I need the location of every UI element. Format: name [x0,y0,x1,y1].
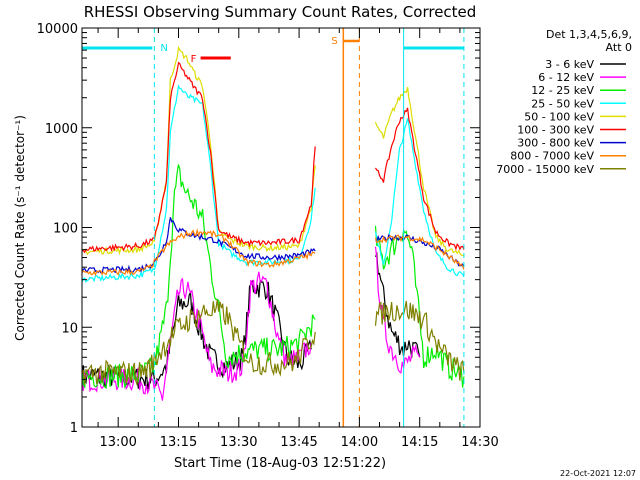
y-axis: 1 10 100 1000 10000 [37,22,480,436]
series-line-5-seg-1 [374,107,465,251]
legend-title-line-1: Det 1,3,4,5,6,9, [546,28,632,41]
legend-entry-5: 100 - 300 keV [517,124,594,137]
series-line-7-seg-0 [82,227,316,277]
x-axis: 13:00 13:15 13:30 13:45 14:00 14:15 14:30 [97,28,499,450]
annotation-label-f: F [191,54,197,65]
chart-title: RHESSI Observing Summary Count Rates, Co… [84,3,477,21]
y-tick-label-4: 10000 [37,22,78,37]
x-tick-label-2: 13:30 [220,435,257,450]
annotation-label-n: N [160,43,167,54]
legend-entry-0: 3 - 6 keV [545,58,594,71]
legend-entry-3: 25 - 50 keV [531,97,594,110]
x-tick-label-0: 13:00 [99,435,136,450]
series-line-2-seg-0 [82,164,316,390]
legend-entry-6: 300 - 800 keV [517,137,594,150]
y-tick-label-1: 10 [61,321,78,336]
x-tick-label-4: 14:00 [341,435,378,450]
annotation-label-s: S [331,36,337,47]
legend-entry-7: 800 - 7000 keV [510,150,594,163]
legend-entry-1: 6 - 12 keV [538,71,594,84]
x-axis-label: Start Time (18-Aug-03 12:51:22) [174,456,386,471]
y-axis-label: Corrected Count Rate (s⁻¹ detector⁻¹) [13,115,27,341]
legend-title-line-2: Att 0 [606,41,632,54]
annotations: N F S [82,28,465,427]
series-line-3-seg-0 [82,84,316,283]
y-tick-label-2: 100 [53,222,78,237]
legend-entry-4: 50 - 100 keV [524,110,594,123]
footer-date: 22-Oct-2021 12:07 [560,469,636,478]
x-tick-label-5: 14:15 [401,435,438,450]
series-line-4-seg-0 [82,45,316,256]
series-line-8-seg-1 [374,300,465,381]
series-line-7-seg-1 [374,234,465,270]
series-line-3-seg-1 [374,118,465,278]
y-tick-label-0: 1 [70,421,78,436]
series-line-4-seg-1 [374,86,465,257]
series-line-8-seg-0 [82,299,316,387]
legend-entry-8: 7000 - 15000 keV [496,163,594,176]
legend-entry-2: 12 - 25 keV [531,84,594,97]
x-tick-label-6: 14:30 [461,435,498,450]
series-line-5-seg-0 [82,61,316,254]
x-tick-label-1: 13:15 [160,435,197,450]
x-tick-label-3: 13:45 [280,435,317,450]
y-tick-label-3: 1000 [45,122,78,137]
